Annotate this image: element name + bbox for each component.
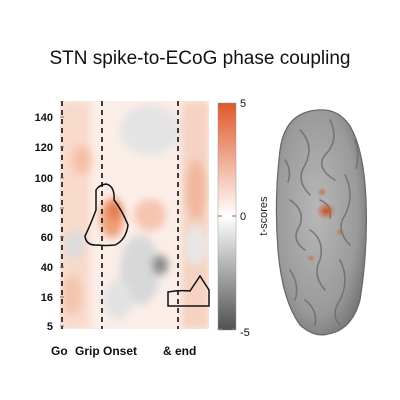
y-tick-140: 140 (35, 112, 53, 124)
chart-title: STN spike-to-ECoG phase coupling (49, 48, 351, 69)
y-tick-60: 60 (41, 232, 53, 244)
colorbar: 5 0 -5 t-scores (217, 98, 270, 339)
y-tick-100: 100 (35, 173, 53, 185)
y-tick-40: 40 (41, 262, 53, 274)
colorbar-tick-min: -5 (240, 327, 250, 339)
y-tick-16: 16 (41, 292, 53, 304)
x-label-grip-onset: Grip Onset (75, 344, 137, 358)
x-label-go: Go (51, 344, 68, 358)
y-tick-80: 80 (41, 203, 53, 215)
x-label-end: & end (163, 344, 196, 358)
y-axis: 140 120 100 80 60 40 16 5 (35, 112, 64, 333)
brain-image (275, 109, 367, 336)
colorbar-tick-max: 5 (240, 98, 246, 110)
colorbar-tick-zero: 0 (240, 211, 246, 223)
y-tick-5: 5 (47, 321, 53, 333)
cluster-end (167, 274, 210, 307)
colorbar-label: t-scores (258, 196, 270, 236)
heatmap-panel (60, 101, 210, 329)
heatmap-texture (60, 101, 209, 329)
cluster-grip-onset (84, 183, 129, 247)
y-tick-120: 120 (35, 142, 53, 154)
